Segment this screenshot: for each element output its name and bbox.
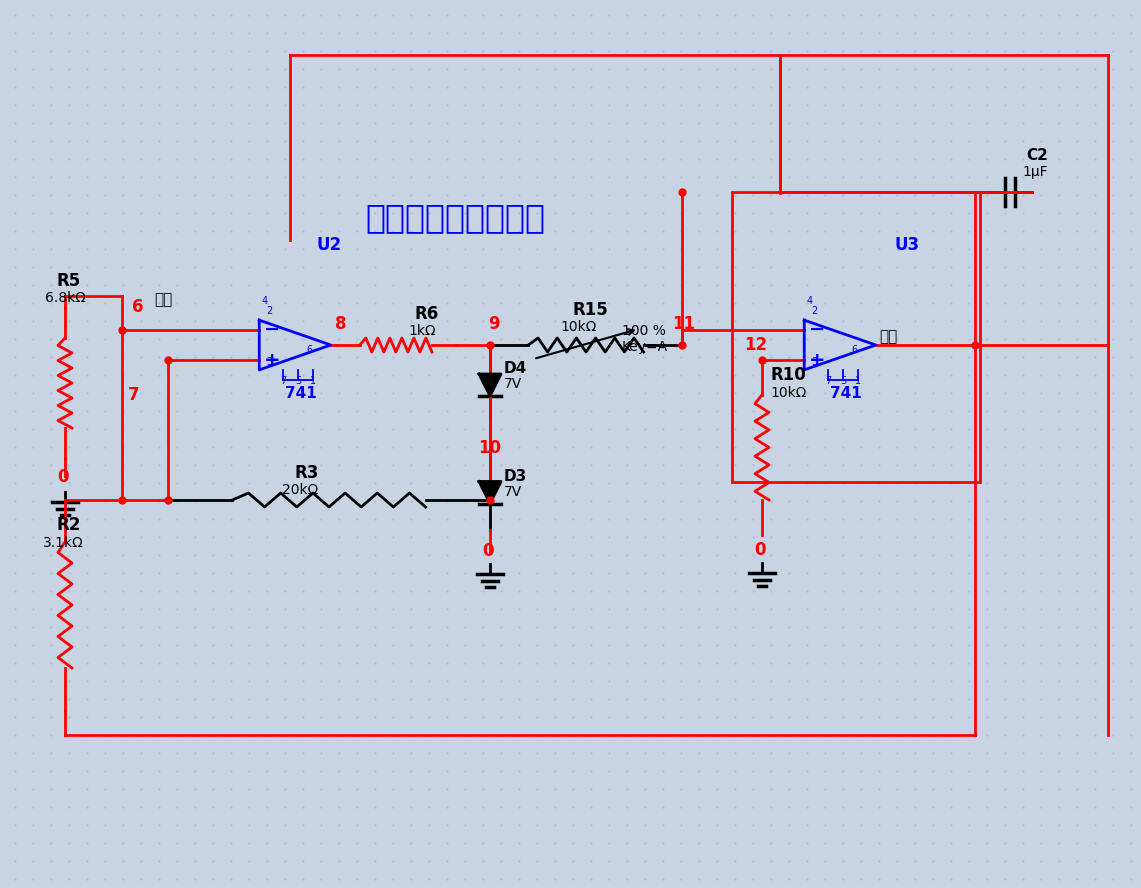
Text: R6: R6	[415, 305, 439, 323]
Text: R5: R5	[57, 272, 81, 290]
Text: 4: 4	[261, 297, 267, 306]
Text: 1: 1	[310, 376, 316, 386]
Polygon shape	[479, 374, 501, 396]
Text: 3.1kΩ: 3.1kΩ	[43, 536, 83, 550]
Text: 100 %: 100 %	[622, 324, 666, 338]
Text: 7: 7	[825, 376, 831, 386]
Text: −: −	[809, 320, 825, 338]
Text: 10kΩ: 10kΩ	[770, 386, 807, 400]
Text: 5: 5	[294, 376, 301, 386]
Text: R10: R10	[770, 366, 806, 384]
Text: 0: 0	[754, 541, 766, 559]
Text: −: −	[264, 320, 281, 338]
Text: 4: 4	[807, 297, 812, 306]
Text: R3: R3	[296, 464, 319, 482]
Text: 7V: 7V	[504, 377, 523, 391]
Text: 0: 0	[482, 542, 494, 560]
Text: 1μF: 1μF	[1022, 165, 1047, 179]
Bar	[733, 192, 980, 482]
Text: +: +	[264, 352, 281, 370]
Text: Key=A: Key=A	[622, 340, 669, 354]
Text: 7V: 7V	[504, 485, 523, 498]
Text: U2: U2	[317, 236, 342, 254]
Text: 输出: 输出	[880, 329, 898, 344]
Text: 7: 7	[128, 386, 139, 404]
Text: R15: R15	[573, 301, 609, 319]
Text: 3: 3	[811, 357, 817, 367]
Text: 1kΩ: 1kΩ	[408, 324, 436, 338]
Text: 10kΩ: 10kΩ	[560, 320, 597, 334]
Text: 2: 2	[266, 306, 273, 316]
Text: 6: 6	[132, 298, 144, 316]
Text: 0: 0	[57, 468, 68, 486]
Text: 3: 3	[266, 357, 273, 367]
Text: 6: 6	[851, 345, 858, 355]
Text: 8: 8	[334, 315, 346, 333]
Text: 10: 10	[478, 439, 501, 457]
Text: 6.8kΩ: 6.8kΩ	[44, 291, 86, 305]
Text: D3: D3	[504, 469, 527, 483]
Text: 9: 9	[488, 315, 500, 333]
Text: 输入: 输入	[154, 292, 172, 307]
Text: 1: 1	[855, 376, 861, 386]
Text: U3: U3	[895, 236, 920, 254]
Text: R2: R2	[57, 516, 81, 534]
Text: 741: 741	[831, 386, 861, 401]
Text: D4: D4	[504, 361, 527, 376]
Text: 11: 11	[672, 315, 695, 333]
Text: 7: 7	[280, 376, 286, 386]
Text: 5: 5	[840, 376, 847, 386]
Text: 2: 2	[811, 306, 817, 316]
Text: 三角波信号发生电路: 三角波信号发生电路	[365, 202, 545, 234]
Polygon shape	[479, 481, 501, 503]
Text: C2: C2	[1026, 148, 1047, 163]
Text: 20kΩ: 20kΩ	[282, 483, 318, 497]
Text: 12: 12	[744, 336, 767, 353]
Text: 6: 6	[307, 345, 313, 355]
Text: +: +	[809, 352, 825, 370]
Text: 741: 741	[285, 386, 317, 401]
